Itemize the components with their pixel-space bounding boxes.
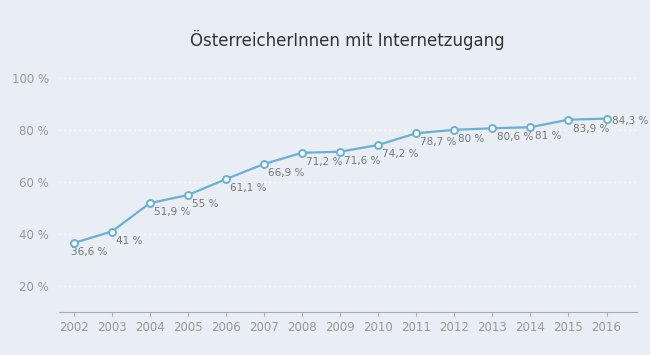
Text: 51,9 %: 51,9 %: [154, 207, 190, 217]
Text: 36,6 %: 36,6 %: [71, 247, 107, 257]
Text: 55 %: 55 %: [192, 199, 218, 209]
Text: 81 %: 81 %: [534, 131, 561, 141]
Text: 61,1 %: 61,1 %: [230, 183, 266, 193]
Text: 71,6 %: 71,6 %: [344, 156, 381, 166]
Text: 78,7 %: 78,7 %: [421, 137, 457, 147]
Text: 71,2 %: 71,2 %: [306, 157, 343, 167]
Text: 80 %: 80 %: [458, 134, 485, 144]
Text: 41 %: 41 %: [116, 236, 142, 246]
Text: 66,9 %: 66,9 %: [268, 168, 305, 178]
Title: ÖsterreicherInnen mit Internetzugang: ÖsterreicherInnen mit Internetzugang: [190, 29, 505, 50]
Text: 84,3 %: 84,3 %: [612, 116, 649, 126]
Text: 74,2 %: 74,2 %: [382, 149, 419, 159]
Text: 83,9 %: 83,9 %: [573, 124, 609, 134]
Text: 80,6 %: 80,6 %: [497, 132, 533, 142]
